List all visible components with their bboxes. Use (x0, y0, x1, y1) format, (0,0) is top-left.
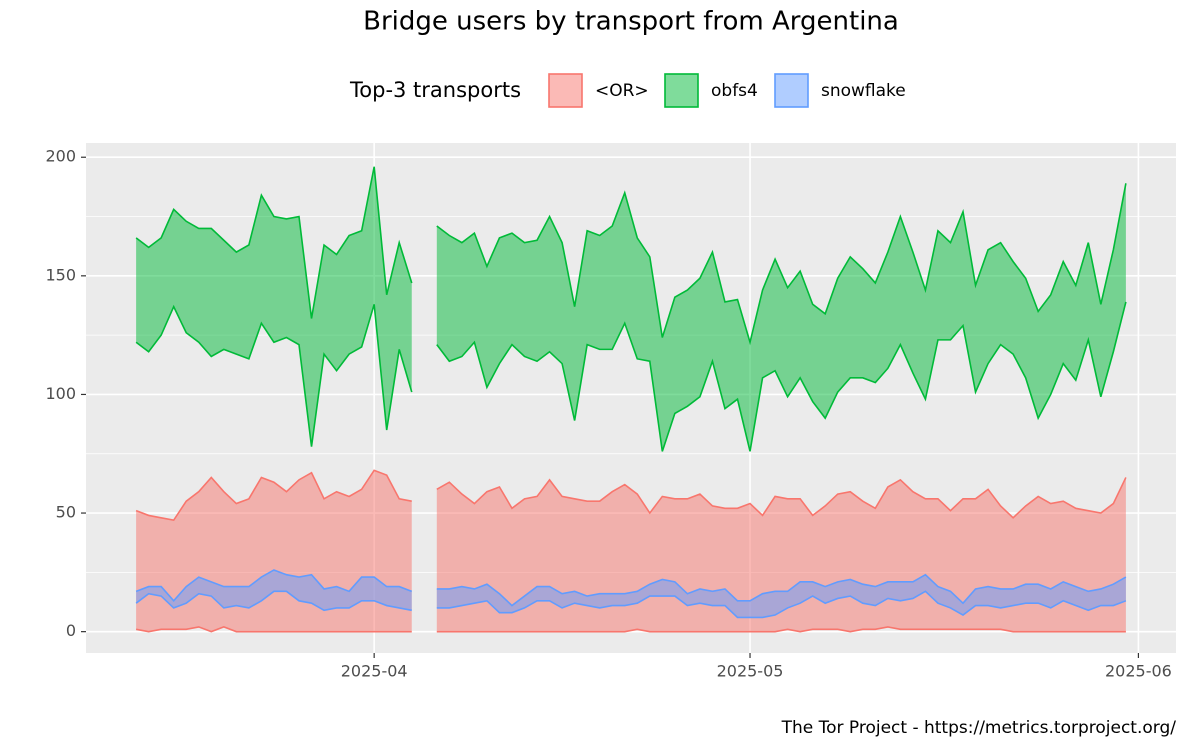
ribbon-upper-line (436, 183, 1127, 346)
ribbon-lower-line (436, 301, 1127, 452)
ribbon-lower-line (135, 626, 412, 633)
legend-key (548, 73, 583, 108)
x-tick-label: 2025-05 (717, 662, 784, 681)
ribbon-area (436, 574, 1126, 618)
ribbon-lower-line (135, 304, 413, 447)
legend-label: snowflake (821, 81, 906, 101)
legend-label: <OR> (595, 81, 649, 101)
ribbon-upper-line (436, 477, 1127, 519)
ribbon-area (436, 183, 1126, 452)
chart-title: Bridge users by transport from Argentina (363, 7, 899, 37)
ribbon-lower-line (135, 590, 412, 612)
caption: The Tor Project - https://metrics.torpro… (781, 718, 1177, 738)
y-tick-label: 100 (45, 384, 76, 403)
x-tick-label: 2025-04 (341, 662, 408, 681)
ribbon-upper-line (135, 569, 413, 603)
y-tick-label: 0 (66, 621, 76, 640)
ribbon-lower-line (436, 590, 1127, 619)
legend-key (774, 73, 809, 108)
y-tick-label: 200 (45, 147, 76, 166)
x-tick-label: 2025-06 (1105, 662, 1172, 681)
ribbon-area (136, 166, 412, 447)
legend-label: obfs4 (711, 81, 758, 101)
y-tick-label: 150 (45, 265, 76, 284)
ribbon-upper-line (135, 469, 412, 522)
ribbon-lower-line (436, 626, 1126, 633)
legend-key (664, 73, 699, 108)
ribbon-upper-line (135, 166, 413, 319)
y-tick-label: 50 (56, 503, 76, 522)
legend-title: Top-3 transports (349, 78, 521, 102)
ribbon-upper-line (436, 573, 1127, 607)
